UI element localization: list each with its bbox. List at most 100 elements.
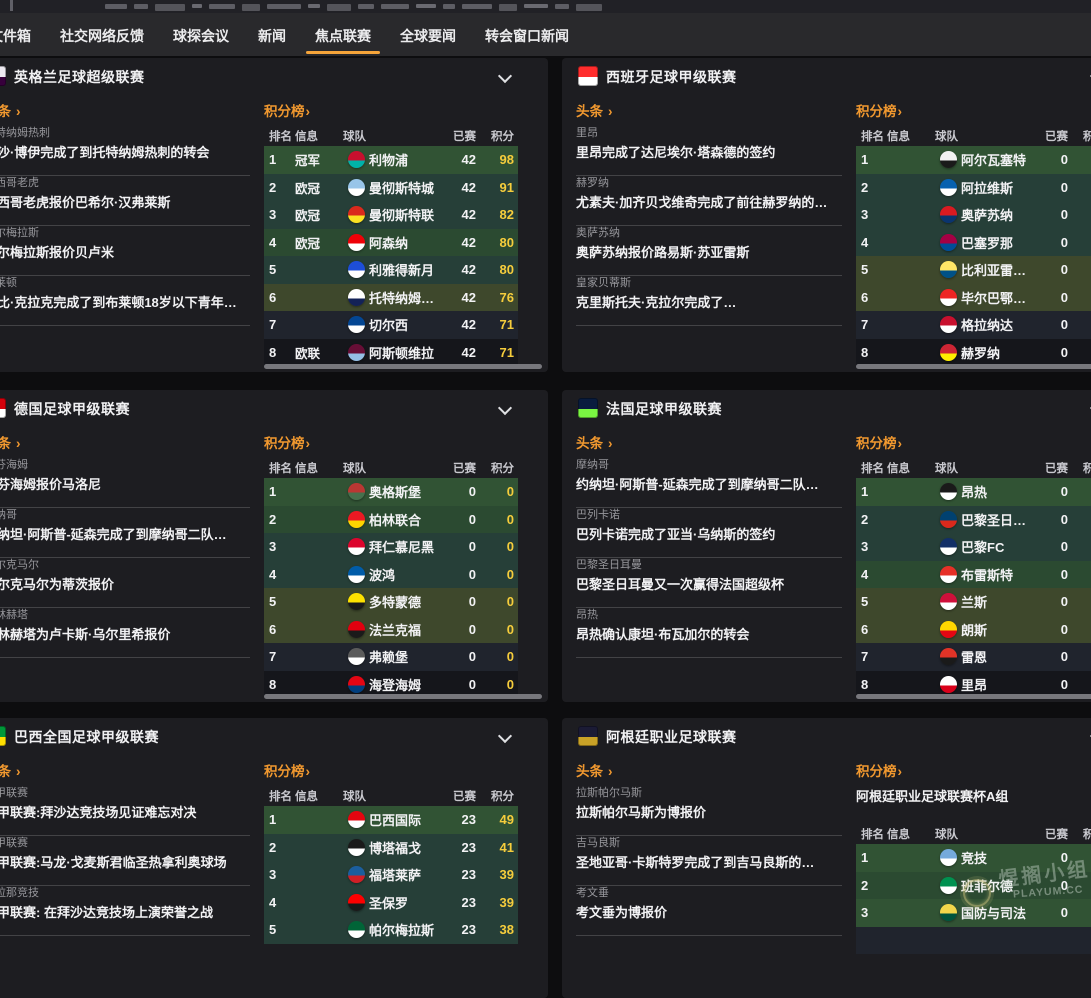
tab-news[interactable]: 新闻	[256, 24, 288, 46]
table-row[interactable]: 1 巴西国际 23 49	[264, 806, 518, 834]
table-row[interactable]: 2 巴黎圣日… 0 0	[856, 505, 1091, 533]
news-item[interactable]: 巴拉那竞技 巴甲联赛: 在拜沙达竞技场上演荣誉之战	[0, 886, 250, 936]
table-row[interactable]: 7 格拉纳达 0 0	[856, 311, 1091, 339]
table-row[interactable]: 1 奥格斯堡 0 0	[264, 478, 518, 506]
chevron-down-icon[interactable]	[498, 70, 512, 84]
league-header[interactable]: 英格兰足球超级联赛	[0, 58, 548, 94]
table-row[interactable]: 5 帕尔梅拉斯 23 38	[264, 916, 518, 944]
news-item[interactable]: 摩纳哥 约纳坦·阿斯普-延森完成了到摩纳哥二队…	[576, 458, 842, 508]
table-row[interactable]: 6 毕尔巴鄂… 0 0	[856, 283, 1091, 311]
table-row[interactable]	[856, 926, 1091, 954]
headlines-link[interactable]: 头条 ›	[576, 432, 842, 452]
table-row[interactable]: 8 里昂 0 0	[856, 670, 1091, 698]
news-item[interactable]: 摩纳哥 约纳坦·阿斯普-延森完成了到摩纳哥二队…	[0, 508, 250, 558]
news-item[interactable]: 考文垂 考文垂为博报价	[576, 886, 842, 936]
table-row[interactable]: 3 巴黎FC 0 0	[856, 533, 1091, 561]
table-row[interactable]: 3 奥萨苏纳 0 0	[856, 201, 1091, 229]
news-item[interactable]: 拉斯帕尔马斯 拉斯帕尔马斯为博报价	[576, 786, 842, 836]
news-item[interactable]: 阿尔克马尔 阿尔克马尔为蒂茨报价	[0, 558, 250, 608]
news-item[interactable]: 里昂 里昂完成了达尼埃尔·塔森德的签约	[576, 126, 842, 176]
news-item[interactable]: 皇家贝蒂斯 克里斯托夫·克拉尔完成了…	[576, 276, 842, 326]
table-row[interactable]: 2 博塔福戈 23 41	[264, 833, 518, 861]
table-row[interactable]: 4 欧冠 阿森纳 42 80	[264, 228, 518, 256]
league-header[interactable]: 德国足球甲级联赛	[0, 390, 548, 426]
tab-world-news[interactable]: 全球要闻	[398, 24, 458, 46]
rank-cell: 3	[861, 539, 869, 555]
tab-transfer-window-news[interactable]: 转会窗口新闻	[483, 24, 571, 46]
headlines-link[interactable]: 头条 ›	[0, 100, 250, 120]
table-row[interactable]: 5 利雅得新月 42 80	[264, 256, 518, 284]
standings-link[interactable]: 积分榜›	[856, 100, 1091, 120]
table-row[interactable]: 2 阿拉维斯 0 0	[856, 173, 1091, 201]
news-item[interactable]: 巴列卡诺 巴列卡诺完成了亚当·乌纳斯的签约	[576, 508, 842, 558]
headlines-link[interactable]: 头条 ›	[576, 100, 842, 120]
table-row[interactable]: 7 切尔西 42 71	[264, 311, 518, 339]
team-name: 巴黎圣日…	[961, 512, 1027, 528]
news-item[interactable]: 霍芬海姆 霍芬海姆报价马洛尼	[0, 458, 250, 508]
tab-label: 社交网络反馈	[60, 27, 144, 44]
chevron-down-icon[interactable]	[498, 730, 512, 744]
table-row[interactable]: 6 托特纳姆… 42 76	[264, 283, 518, 311]
table-row[interactable]: 7 弗赖堡 0 0	[264, 643, 518, 671]
horizontal-scrollbar[interactable]	[856, 694, 1091, 699]
table-row[interactable]: 3 国防与司法 0 0	[856, 899, 1091, 927]
table-row[interactable]: 8 海登海姆 0 0	[264, 670, 518, 698]
table-row[interactable]: 1 冠军 利物浦 42 98	[264, 146, 518, 174]
table-row[interactable]: 6 法兰克福 0 0	[264, 615, 518, 643]
table-row[interactable]: 4 巴塞罗那 0 0	[856, 228, 1091, 256]
table-row[interactable]: 8 欧联 阿斯顿维拉 42 71	[264, 338, 518, 366]
league-logo-icon	[578, 398, 598, 418]
table-row[interactable]: 2 欧冠 曼彻斯特城 42 91	[264, 173, 518, 201]
league-header[interactable]: 法国足球甲级联赛	[562, 390, 1091, 426]
tab-scout-meeting[interactable]: 球探会议	[171, 24, 231, 46]
table-row[interactable]: 3 拜仁慕尼黑 0 0	[264, 533, 518, 561]
news-item[interactable]: 帕尔梅拉斯 帕尔梅拉斯报价贝卢米	[0, 226, 250, 276]
news-item[interactable]: 托特纳姆热刺 约沙·博伊完成了到托特纳姆热刺的转会	[0, 126, 250, 176]
news-item[interactable]: 赫罗纳 尤素夫·加齐贝戈维奇完成了前往赫罗纳的…	[576, 176, 842, 226]
league-header[interactable]: 巴西全国足球甲级联赛	[0, 718, 548, 754]
table-row[interactable]: 1 竞技 0 0	[856, 844, 1091, 872]
table-row[interactable]: 8 赫罗纳 0 0	[856, 338, 1091, 366]
table-row[interactable]: 4 波鸿 0 0	[264, 560, 518, 588]
news-item[interactable]: 巴甲联赛 巴甲联赛:拜沙达竞技场见证难忘对决	[0, 786, 250, 836]
horizontal-scrollbar[interactable]	[264, 364, 542, 369]
table-row[interactable]: 6 朗斯 0 0	[856, 615, 1091, 643]
news-item[interactable]: 吉马良斯 圣地亚哥·卡斯特罗完成了到吉马良斯的…	[576, 836, 842, 886]
headlines-link[interactable]: 头条 ›	[0, 760, 250, 780]
tab-featured-leagues[interactable]: 焦点联赛	[306, 24, 380, 54]
standings-link[interactable]: 积分榜›	[264, 760, 548, 780]
horizontal-scrollbar[interactable]	[264, 694, 542, 699]
league-header[interactable]: 西班牙足球甲级联赛	[562, 58, 1091, 94]
table-row[interactable]: 2 班菲尔德 0 0	[856, 871, 1091, 899]
table-row[interactable]: 5 比利亚雷… 0 0	[856, 256, 1091, 284]
table-row[interactable]: 5 多特蒙德 0 0	[264, 588, 518, 616]
table-row[interactable]: 1 阿尔瓦塞特 0 0	[856, 146, 1091, 174]
tab-inbox[interactable]: 文件箱	[0, 24, 33, 46]
table-row[interactable]: 1 昂热 0 0	[856, 478, 1091, 506]
news-item[interactable]: 柏林赫塔 柏林赫塔为卢卡斯·乌尔里希报价	[0, 608, 250, 658]
headlines-link[interactable]: 头条 ›	[576, 760, 842, 780]
news-item[interactable]: 墨西哥老虎 墨西哥老虎报价巴希尔·汉弗莱斯	[0, 176, 250, 226]
table-row[interactable]: 2 柏林联合 0 0	[264, 505, 518, 533]
league-header[interactable]: 阿根廷职业足球联赛	[562, 718, 1091, 754]
standings-link[interactable]: 积分榜›	[856, 432, 1091, 452]
table-row[interactable]: 7 雷恩 0 0	[856, 643, 1091, 671]
table-row[interactable]: 3 欧冠 曼彻斯特联 42 82	[264, 201, 518, 229]
standings-link[interactable]: 积分榜›	[264, 432, 548, 452]
rank-cell: 2	[861, 877, 869, 893]
table-row[interactable]: 4 圣保罗 23 39	[264, 888, 518, 916]
chevron-down-icon[interactable]	[498, 402, 512, 416]
news-item[interactable]: 昂热 昂热确认康坦·布瓦加尔的转会	[576, 608, 842, 658]
news-item[interactable]: 奥萨苏纳 奥萨苏纳报价路易斯·苏亚雷斯	[576, 226, 842, 276]
table-row[interactable]: 5 兰斯 0 0	[856, 588, 1091, 616]
news-item[interactable]: 巴甲联赛 巴甲联赛:马龙·戈麦斯君临圣热拿利奥球场	[0, 836, 250, 886]
horizontal-scrollbar[interactable]	[856, 364, 1091, 369]
news-item[interactable]: 巴黎圣日耳曼 巴黎圣日耳曼又一次赢得法国超级杯	[576, 558, 842, 608]
news-item[interactable]: 布莱顿 托比·克拉克完成了到布莱顿18岁以下青年…	[0, 276, 250, 326]
headlines-link[interactable]: 头条 ›	[0, 432, 250, 452]
standings-link[interactable]: 积分榜›	[856, 760, 1091, 780]
tab-social-feedback[interactable]: 社交网络反馈	[58, 24, 146, 46]
standings-link[interactable]: 积分榜›	[264, 100, 548, 120]
table-row[interactable]: 3 福塔莱萨 23 39	[264, 861, 518, 889]
table-row[interactable]: 4 布雷斯特 0 0	[856, 560, 1091, 588]
